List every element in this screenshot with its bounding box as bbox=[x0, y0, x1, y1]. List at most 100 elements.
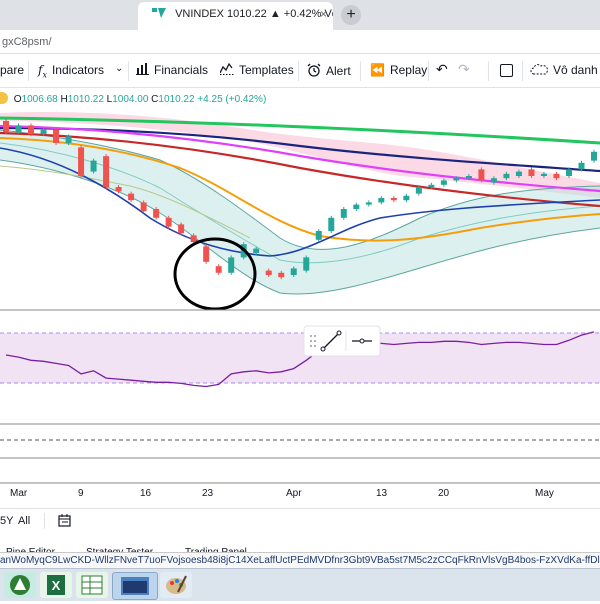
taskbar-app-zalo-icon[interactable] bbox=[4, 572, 36, 598]
time-axis[interactable]: Mar 9 16 23 Apr 13 20 May bbox=[0, 484, 600, 504]
taskbar-app-window-icon[interactable] bbox=[112, 572, 158, 600]
taskbar-app-spreadsheet-icon[interactable] bbox=[76, 572, 108, 598]
taskbar-app-excel-icon[interactable]: X bbox=[40, 572, 72, 598]
bottom-panel-tabs: Pine Editor Strategy Tester Trading Pane… bbox=[0, 543, 600, 555]
ma-red-line bbox=[0, 131, 600, 208]
candle bbox=[15, 125, 22, 132]
date-range-icon[interactable] bbox=[58, 514, 72, 528]
price-chart[interactable] bbox=[0, 88, 600, 484]
candle bbox=[190, 235, 197, 242]
candle bbox=[40, 129, 47, 135]
candle bbox=[65, 136, 72, 143]
replay-label: Replay bbox=[389, 63, 428, 77]
x-tick-label: 16 bbox=[140, 488, 152, 499]
annotation-circle[interactable] bbox=[173, 237, 257, 311]
address-bar[interactable]: gxC8psm/ bbox=[0, 30, 600, 54]
tab-pine-editor[interactable]: Pine Editor bbox=[6, 547, 55, 555]
candle bbox=[465, 176, 472, 179]
candle bbox=[3, 121, 9, 132]
candle bbox=[228, 257, 235, 273]
candle bbox=[390, 198, 397, 201]
tab-trading-panel[interactable]: Trading Panel bbox=[185, 547, 247, 555]
url-text: gxC8psm/ bbox=[2, 36, 52, 48]
compare-label: pare bbox=[0, 63, 25, 77]
rewind-icon: ⏪ bbox=[370, 63, 385, 77]
horizontal-line-tool-icon[interactable] bbox=[352, 338, 372, 344]
candle bbox=[290, 268, 297, 275]
toolbar-divider bbox=[28, 61, 29, 81]
ma-magenta-line bbox=[0, 124, 600, 193]
templates-button[interactable]: Templates bbox=[220, 63, 294, 77]
x-tick-label: Apr bbox=[286, 488, 302, 499]
fullscreen-icon[interactable] bbox=[500, 64, 513, 77]
x-tick-label: Mar bbox=[10, 488, 28, 499]
x-tick-label: 9 bbox=[78, 488, 84, 499]
candle bbox=[403, 195, 410, 201]
candle bbox=[515, 171, 522, 176]
undo-icon[interactable]: ↶ bbox=[436, 61, 448, 77]
candle bbox=[553, 173, 560, 179]
replay-button[interactable]: ⏪ Replay bbox=[370, 63, 427, 77]
browser-tab[interactable]: VNINDEX 1010.22 ▲ +0.42% Vô × bbox=[138, 2, 333, 30]
financials-button[interactable]: Financials bbox=[136, 63, 208, 77]
candle bbox=[178, 224, 185, 234]
indicators-button[interactable]: fx Indicators bbox=[38, 63, 104, 79]
candle bbox=[303, 257, 310, 271]
candle bbox=[315, 231, 322, 240]
candle bbox=[153, 209, 160, 218]
bar-chart-icon bbox=[136, 63, 149, 75]
redo-icon[interactable]: ↷ bbox=[458, 61, 470, 77]
tab-close-icon[interactable]: × bbox=[319, 7, 327, 21]
toolbar-divider bbox=[298, 61, 299, 81]
compare-button[interactable]: pare bbox=[0, 63, 24, 77]
candle bbox=[578, 162, 585, 170]
browser-tab-strip: VNINDEX 1010.22 ▲ +0.42% Vô × + bbox=[0, 0, 600, 30]
function-icon: fx bbox=[38, 63, 47, 80]
candle bbox=[140, 202, 147, 212]
toolbar-divider bbox=[522, 61, 523, 81]
candle bbox=[103, 156, 110, 187]
candle bbox=[328, 217, 335, 231]
candle bbox=[428, 184, 435, 187]
candle bbox=[78, 147, 85, 176]
alert-label: Alert bbox=[326, 64, 351, 78]
drawing-tools-popup[interactable] bbox=[303, 325, 381, 357]
candle bbox=[165, 217, 172, 227]
bollinger-mid-line bbox=[0, 142, 600, 264]
taskbar-app-paint-icon[interactable] bbox=[160, 572, 192, 598]
financials-label: Financials bbox=[154, 63, 209, 77]
layout-button[interactable]: Vô danh bbox=[530, 63, 598, 77]
indicators-label: Indicators bbox=[51, 63, 104, 77]
candle bbox=[265, 270, 272, 275]
alert-button[interactable]: Alert bbox=[307, 63, 351, 78]
range-5y-button[interactable]: 5Y bbox=[0, 515, 14, 527]
candle bbox=[365, 202, 372, 205]
new-tab-button[interactable]: + bbox=[341, 5, 361, 25]
tab-strategy-tester[interactable]: Strategy Tester bbox=[86, 547, 154, 555]
browser-status-bar: anWoMyqC9LwCKD-WllzFNveT7uoFVojsoesb48i8… bbox=[0, 552, 600, 569]
cloud-icon bbox=[530, 64, 548, 75]
open-value: 1006.68 bbox=[21, 94, 58, 105]
candle bbox=[203, 246, 210, 262]
alarm-clock-icon bbox=[307, 63, 321, 77]
candle bbox=[453, 178, 460, 181]
low-key: L bbox=[106, 94, 113, 105]
candle bbox=[503, 173, 510, 179]
indicators-chevron-down-icon[interactable]: ⌄ bbox=[115, 63, 124, 74]
change-value: +4.25 (+0.42%) bbox=[197, 94, 267, 105]
x-tick-label: May bbox=[535, 488, 554, 499]
x-tick-label: 20 bbox=[438, 488, 450, 499]
drag-handle-icon[interactable] bbox=[310, 335, 316, 347]
candle bbox=[53, 129, 60, 143]
range-selector: 5Y All bbox=[0, 508, 600, 535]
symbol-marker-icon bbox=[0, 92, 8, 104]
candle bbox=[378, 198, 385, 203]
trend-line-tool-icon[interactable] bbox=[320, 330, 342, 352]
candle bbox=[253, 248, 260, 253]
toolbar-divider bbox=[488, 61, 489, 81]
candle bbox=[591, 151, 597, 161]
candle bbox=[353, 204, 360, 209]
tradingview-favicon-icon bbox=[152, 8, 166, 18]
high-key: H bbox=[60, 94, 68, 105]
range-all-button[interactable]: All bbox=[18, 515, 31, 527]
